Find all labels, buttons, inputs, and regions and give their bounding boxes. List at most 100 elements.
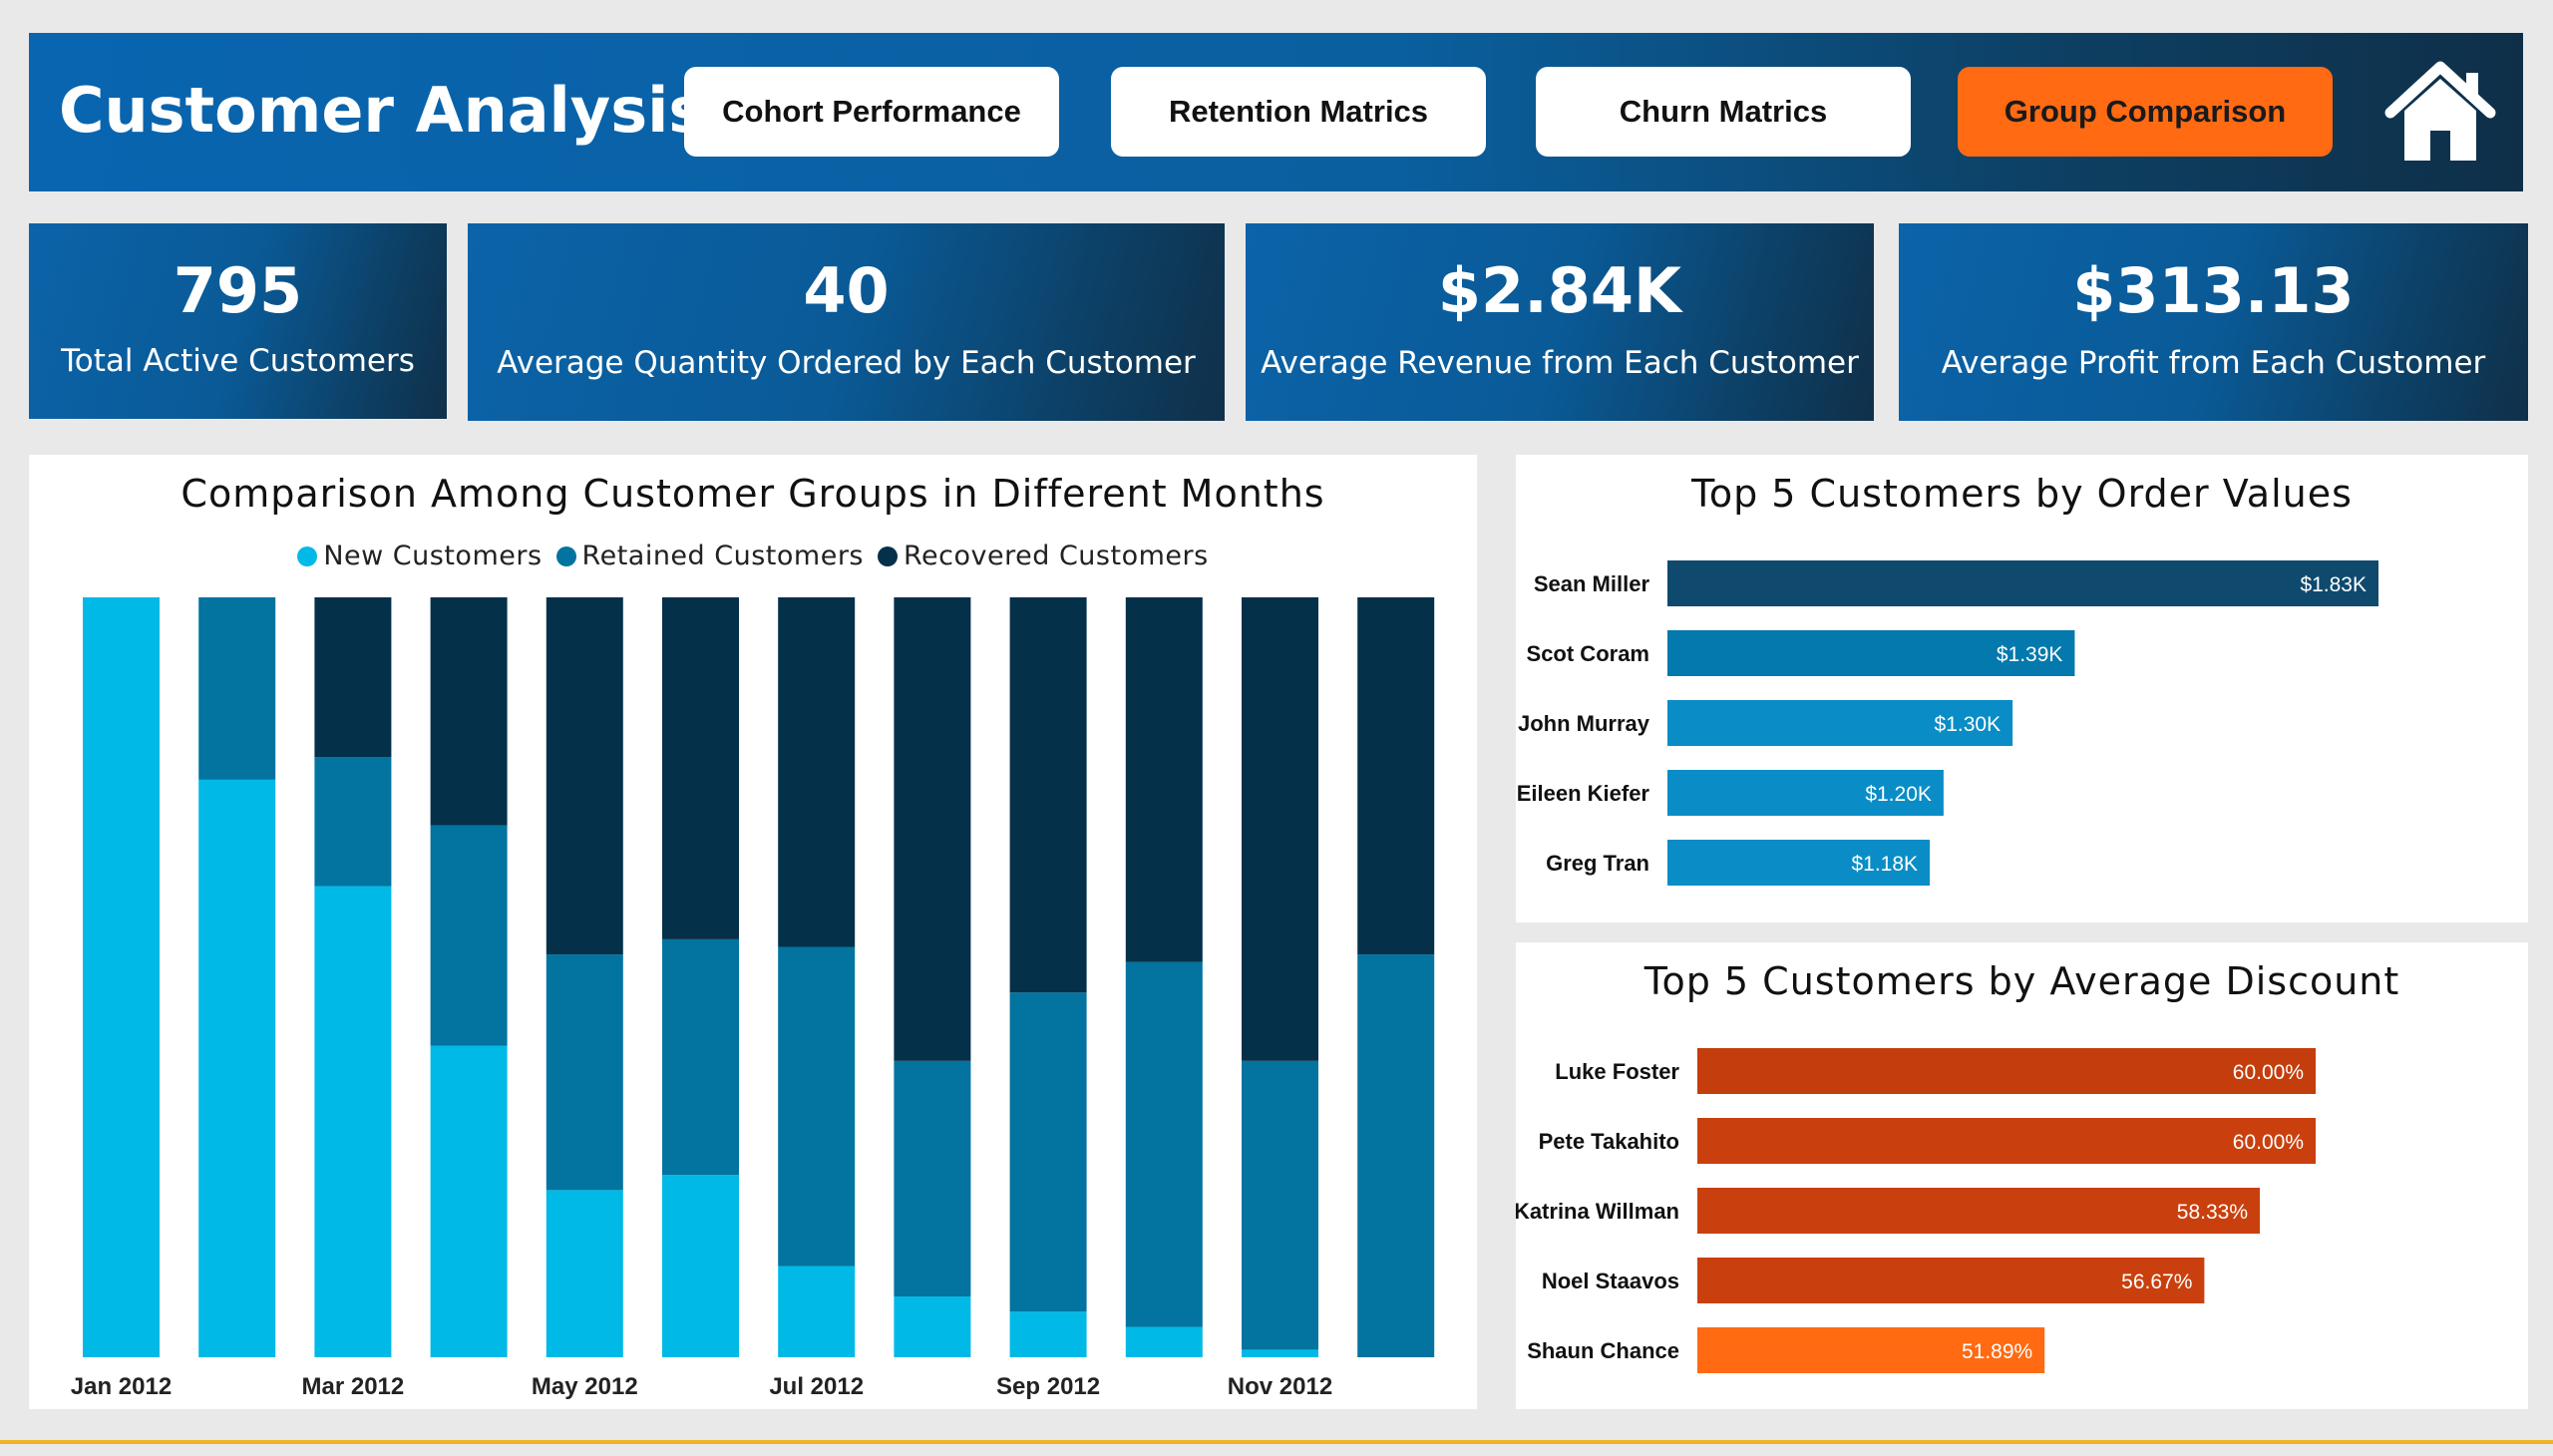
top-discount-panel: Top 5 Customers by Average Discount Luke…: [1516, 942, 2528, 1409]
header-bar: Customer Analysis Cohort Performance Ret…: [29, 33, 2523, 191]
x-tick-label: May 2012: [532, 1373, 638, 1400]
bar: [1697, 1048, 2316, 1094]
bar-segment: [1125, 597, 1203, 962]
kpi-average-profit: $313.13 Average Profit from Each Custome…: [1899, 223, 2528, 421]
data-label: 58.33%: [2177, 1201, 2248, 1224]
category-label: Sean Miller: [1534, 571, 1650, 596]
kpi-value: $313.13: [2072, 254, 2355, 327]
bar: [1667, 560, 2378, 606]
category-label: Noel Staavos: [1542, 1269, 1679, 1293]
data-label: 51.89%: [1962, 1340, 2032, 1363]
kpi-value: 795: [173, 254, 303, 327]
legend-label: Retained Customers: [581, 541, 864, 571]
legend-item-retained[interactable]: Retained Customers: [555, 541, 864, 571]
discount-bar-chart: Luke Foster 60.00% Pete Takahito 60.00% Katr…: [1516, 1048, 2316, 1373]
bar-segment: [546, 954, 623, 1191]
bar-segment: [1242, 1349, 1318, 1357]
category-label: Katrina Willman: [1516, 1199, 1679, 1224]
bar-segment: [1125, 1326, 1203, 1357]
bar-segment: [198, 779, 276, 1357]
kpi-label: Average Revenue from Each Customer: [1261, 345, 1859, 381]
kpi-label: Average Profit from Each Customer: [1941, 345, 2486, 381]
group-comparison-button[interactable]: Group Comparison: [1958, 67, 2333, 157]
bar-segment: [894, 1296, 971, 1357]
kpi-value: 40: [803, 254, 890, 327]
page-title: Customer Analysis: [59, 74, 706, 147]
legend-dot-retained: [555, 546, 576, 566]
x-tick-label: Jan 2012: [71, 1373, 172, 1400]
bar: [1667, 770, 1944, 816]
category-label: John Murray: [1518, 711, 1650, 736]
kpi-total-active-customers: 795 Total Active Customers: [29, 223, 447, 419]
bar-segment: [662, 1175, 739, 1357]
bar: [1667, 700, 2013, 746]
stacked-column-chart: Jan 2012 Mar 2012 May 2012 Jul 2012 Sep 2012…: [71, 597, 1435, 1400]
data-label: 60.00%: [2233, 1131, 2304, 1154]
kpi-label: Total Active Customers: [61, 343, 415, 379]
bar-segment: [1357, 597, 1435, 955]
bar-segment: [778, 946, 856, 1267]
bar-segment: [1009, 1311, 1087, 1357]
chart-legend: New Customers Retained Customers Recover…: [29, 541, 1477, 571]
bar-segment: [1242, 1060, 1318, 1350]
bar-segment: [430, 597, 508, 826]
x-tick-label: Mar 2012: [302, 1373, 405, 1400]
legend-label: Recovered Customers: [904, 541, 1209, 571]
data-label: 56.67%: [2121, 1271, 2192, 1293]
data-label: $1.39K: [1997, 643, 2063, 666]
data-label: $1.30K: [1935, 713, 2002, 736]
category-label: Luke Foster: [1555, 1059, 1679, 1084]
kpi-average-quantity: 40 Average Quantity Ordered by Each Cust…: [468, 223, 1225, 421]
bar-segment: [198, 597, 276, 780]
bar-segment: [1125, 961, 1203, 1327]
bar-segment: [894, 1060, 971, 1297]
data-label: 60.00%: [2233, 1061, 2304, 1084]
bottom-accent-line: [0, 1440, 2553, 1444]
bar-segment: [1009, 992, 1087, 1312]
bar-segment: [314, 886, 392, 1357]
legend-item-new[interactable]: New Customers: [297, 541, 542, 571]
chart-title: Top 5 Customers by Average Discount: [1643, 959, 2400, 1003]
top-order-values-panel: Top 5 Customers by Order Values Sean Mil…: [1516, 455, 2528, 922]
retention-matrics-button[interactable]: Retention Matrics: [1111, 67, 1486, 157]
bar-segment: [662, 597, 739, 939]
chart-title: Comparison Among Customer Groups in Diff…: [181, 472, 1325, 516]
bar: [1697, 1327, 2045, 1373]
x-tick-label: Sep 2012: [996, 1373, 1100, 1400]
home-button[interactable]: [2380, 53, 2500, 173]
category-label: Pete Takahito: [1539, 1129, 1679, 1154]
legend-dot-recovered: [878, 546, 898, 566]
churn-matrics-button[interactable]: Churn Matrics: [1536, 67, 1911, 157]
x-tick-label: Nov 2012: [1228, 1373, 1332, 1400]
kpi-label: Average Quantity Ordered by Each Custome…: [497, 345, 1196, 381]
order-values-bar-chart: Sean Miller $1.83K Scot Coram $1.39K John Mu…: [1517, 560, 2378, 886]
kpi-average-revenue: $2.84K Average Revenue from Each Custome…: [1246, 223, 1874, 421]
bar: [1697, 1188, 2261, 1234]
data-label: $1.20K: [1865, 783, 1932, 806]
category-label: Eileen Kiefer: [1517, 781, 1650, 806]
kpi-value: $2.84K: [1437, 254, 1682, 327]
cohort-performance-button[interactable]: Cohort Performance: [684, 67, 1059, 157]
legend-item-recovered[interactable]: Recovered Customers: [878, 541, 1209, 571]
bar-segment: [1357, 954, 1435, 1357]
category-label: Greg Tran: [1546, 851, 1649, 876]
bar-segment: [430, 825, 508, 1046]
home-icon: [2384, 61, 2496, 161]
bar-segment: [778, 597, 856, 947]
data-label: $1.83K: [2300, 573, 2367, 596]
bar-segment: [1242, 597, 1318, 1061]
bar-segment: [662, 938, 739, 1176]
bar: [1697, 1258, 2205, 1303]
bar-segment: [1009, 597, 1087, 993]
bar-segment: [894, 597, 971, 1061]
category-label: Scot Coram: [1527, 641, 1649, 666]
bar-segment: [314, 597, 392, 758]
customer-groups-chart-panel: Comparison Among Customer Groups in Diff…: [29, 455, 1477, 1409]
bar: [1667, 840, 1931, 886]
chart-title: Top 5 Customers by Order Values: [1691, 472, 2353, 516]
legend-label: New Customers: [323, 541, 543, 571]
legend-dot-new: [297, 546, 318, 566]
bar-segment: [546, 597, 623, 955]
category-label: Shaun Chance: [1527, 1338, 1679, 1363]
x-tick-label: Jul 2012: [769, 1373, 864, 1400]
